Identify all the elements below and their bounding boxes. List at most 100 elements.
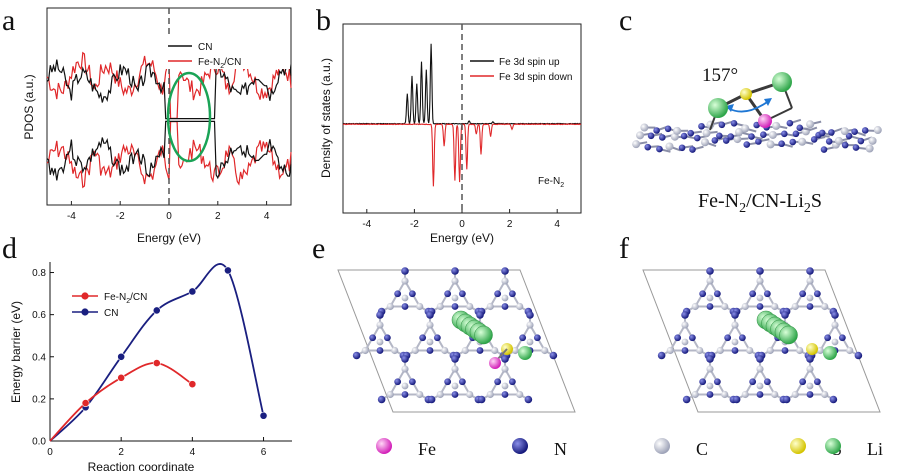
n-atom-17	[820, 146, 828, 153]
f-c-atom-133	[756, 365, 764, 373]
n-atom-27	[693, 134, 701, 142]
legend-li-label: Li	[867, 439, 883, 459]
n-atom-48	[687, 129, 695, 137]
e-n-atom-52	[376, 311, 384, 319]
n-atom-63	[851, 128, 858, 135]
structure-c-caption: Fe-N2/CN-Li2S	[698, 190, 822, 216]
e-n-atom-90	[476, 347, 484, 354]
legend-c-label: C	[696, 439, 708, 459]
n-atom-51	[718, 121, 726, 129]
n-atom-4	[678, 144, 686, 152]
f-n-atom-46	[799, 290, 807, 298]
e-n-atom-148	[501, 355, 509, 363]
chart-d-point-fen2-2	[117, 373, 126, 382]
c-atom-12	[766, 140, 775, 149]
e-n-atom-36	[501, 267, 509, 275]
e-n-atom-4	[401, 267, 409, 275]
chart-a-legend-label-fen2: Fe-N2/CN	[198, 57, 241, 70]
panel-label-c: c	[619, 4, 632, 37]
c-atom-9	[733, 135, 742, 144]
chart-d-ytick-label-0: 0.0	[32, 437, 46, 448]
f-c-atom-57	[696, 346, 704, 355]
f-n-atom-60	[657, 351, 666, 360]
e-c-atom-137	[466, 390, 474, 399]
e-c-atom-53	[376, 321, 384, 329]
e-n-atom-100	[526, 311, 534, 319]
f-n-atom-152	[829, 395, 838, 404]
e-n-atom-26	[451, 303, 459, 310]
chart-d-ytick-label-3: 0.6	[32, 310, 46, 321]
n-atom-33	[760, 131, 767, 138]
n-atom-23	[647, 132, 655, 140]
f-c-atom-29	[741, 302, 749, 311]
f-c-atom-79	[731, 338, 739, 346]
chart-d-legend-label-cn: CN	[104, 308, 118, 319]
chart-d-ylabel: Energy barrier (eV)	[9, 301, 23, 403]
f-n-atom-100	[831, 311, 839, 319]
f-n-atom-150	[813, 378, 821, 386]
n-atom-57	[786, 119, 794, 127]
c-atom-62	[840, 127, 849, 136]
f-n-atom-78	[724, 334, 732, 342]
f-n-atom-132	[756, 355, 764, 363]
e-n-atom-150	[508, 378, 516, 386]
f-c-atom-13	[691, 302, 699, 311]
f-c-atom-143	[756, 382, 764, 390]
chart-d-ytick-label-1: 0.2	[32, 394, 46, 405]
e-c-atom-143	[451, 382, 459, 390]
f-li-cluster-5	[779, 325, 798, 345]
e-n-atom-78	[419, 334, 427, 342]
e-n-atom-102	[533, 334, 541, 342]
chart-d-point-fen2-1	[81, 399, 90, 407]
e-n-atom-116	[401, 355, 409, 363]
e-c-atom-45	[486, 302, 494, 311]
n-atom-5	[689, 146, 696, 153]
c-atom-65	[873, 126, 882, 135]
e-n-atom-158	[494, 378, 502, 386]
c-atom-56	[772, 121, 781, 130]
e-n-atom-68	[426, 311, 434, 319]
chart-a-xtick-label-3: 2	[215, 211, 221, 222]
e-n-atom-6	[408, 290, 416, 298]
c-atom-22	[636, 131, 645, 140]
e-n-atom-22	[458, 290, 466, 298]
f-n-atom-70	[738, 334, 746, 342]
structure-e	[337, 267, 576, 413]
e-n-atom-58	[376, 347, 384, 354]
f-c-atom-47	[806, 294, 814, 302]
c-atom-0	[632, 140, 641, 149]
f-n-atom-38	[813, 290, 821, 298]
n-atom-45	[653, 127, 660, 134]
n-atom-42	[857, 137, 865, 145]
e-c-atom-157	[486, 390, 494, 399]
e-n-atom-38	[508, 290, 516, 298]
chart-b-legend: Fe 3d spin up Fe 3d spin down	[470, 57, 572, 83]
chart-d-line-cn	[49, 263, 265, 442]
chart-a-xtick-label-2: 0	[166, 211, 172, 222]
chart-a: -4 -2 0 2 4 CN Fe-N2/CN Energy (eV) PDOS (a.…	[22, 7, 292, 245]
e-c-atom-69	[426, 321, 434, 329]
chart-d-xtick-label-3: 6	[261, 447, 267, 458]
chart-a-highlight-ellipse	[166, 71, 212, 163]
e-n-atom-140	[427, 395, 436, 404]
f-c-atom-127	[706, 382, 714, 390]
legend-n-atom	[512, 438, 528, 454]
chart-d-legend-marker-fen2	[81, 292, 89, 300]
n-atom-41	[845, 132, 853, 140]
c-atom-53	[741, 124, 750, 133]
panel-label-d: d	[2, 232, 17, 265]
chart-b-ylabel: Density of states (a.u.)	[319, 58, 333, 178]
e-n-atom-110	[519, 334, 527, 342]
f-n-atom-124	[682, 395, 691, 404]
e-c-atom-57	[391, 346, 399, 355]
e-n-atom-152	[524, 395, 533, 404]
e-n-atom-70	[433, 334, 441, 342]
f-c-atom-25	[771, 302, 779, 311]
n-atom-1	[644, 143, 652, 151]
chart-d-xtick-label-1: 2	[118, 447, 124, 458]
e-c-atom-25	[466, 302, 474, 311]
c-atom-44	[640, 123, 649, 132]
e-n-atom-20	[451, 267, 459, 275]
panel-label-e: e	[312, 232, 325, 265]
n-atom-16	[810, 136, 818, 143]
